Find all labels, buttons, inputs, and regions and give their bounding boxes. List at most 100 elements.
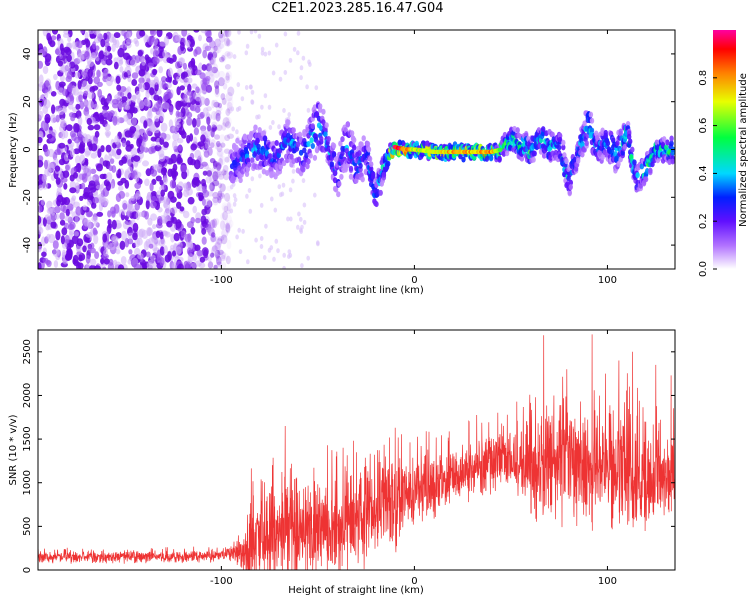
noise-point: [74, 214, 79, 224]
noise-point: [181, 170, 188, 180]
noise-point: [201, 208, 208, 216]
noise-point: [271, 70, 276, 76]
signal-point: [628, 138, 633, 145]
noise-point: [95, 45, 100, 51]
noise-point: [108, 223, 113, 229]
noise-point: [112, 236, 119, 242]
noise-point: [166, 220, 173, 228]
noise-point: [87, 124, 95, 131]
noise-point: [201, 227, 207, 235]
noise-point: [148, 243, 154, 249]
signal-point: [371, 171, 376, 178]
noise-point: [226, 38, 231, 47]
signal-point: [615, 140, 620, 147]
noise-point: [201, 198, 207, 206]
noise-point: [218, 31, 224, 39]
signal-point: [414, 140, 419, 147]
noise-point: [78, 143, 85, 153]
noise-point: [65, 96, 71, 104]
noise-point: [297, 211, 301, 217]
noise-point: [81, 173, 88, 183]
signal-point: [301, 166, 306, 173]
y-tick-label: 20: [22, 95, 33, 108]
noise-point: [281, 182, 286, 188]
noise-point: [63, 197, 71, 206]
noise-point: [263, 51, 268, 57]
noise-point: [202, 77, 210, 86]
noise-point: [62, 88, 68, 97]
noise-point: [217, 249, 224, 255]
noise-point: [270, 196, 274, 202]
noise-point: [232, 54, 237, 60]
noise-point: [145, 35, 150, 43]
noise-point: [138, 229, 144, 239]
noise-point: [69, 187, 77, 194]
noise-point: [165, 77, 172, 83]
noise-point: [205, 63, 212, 72]
noise-point: [102, 233, 108, 243]
noise-point: [56, 186, 62, 195]
noise-point: [50, 221, 57, 229]
noise-point: [134, 182, 142, 189]
noise-point: [67, 223, 75, 231]
noise-point: [200, 30, 208, 34]
noise-point: [203, 142, 209, 151]
noise-point: [38, 184, 44, 191]
signal-point: [310, 123, 315, 130]
noise-point: [130, 105, 135, 114]
noise-point: [225, 222, 233, 229]
noise-point: [217, 196, 222, 204]
y-tick-label: 1500: [22, 426, 33, 451]
noise-point: [195, 117, 201, 128]
signal-point: [291, 127, 296, 134]
signal-point: [244, 171, 250, 177]
noise-point: [205, 176, 212, 184]
noise-point: [69, 174, 75, 182]
noise-point: [123, 72, 128, 78]
noise-point: [134, 174, 140, 183]
noise-point: [225, 121, 231, 129]
noise-point: [119, 66, 124, 73]
noise-point: [126, 210, 132, 218]
noise-point: [190, 159, 196, 166]
noise-point: [220, 254, 226, 262]
noise-point: [180, 230, 186, 238]
signal-point: [309, 137, 314, 144]
noise-point: [227, 133, 234, 139]
noise-point: [227, 74, 232, 81]
noise-point: [255, 114, 259, 120]
noise-point: [192, 253, 197, 262]
noise-point: [222, 204, 229, 213]
noise-point: [64, 253, 72, 261]
noise-point: [267, 50, 272, 56]
noise-point: [77, 116, 83, 126]
noise-point: [71, 195, 77, 201]
noise-point: [83, 218, 89, 227]
noise-point: [89, 176, 96, 182]
noise-point: [38, 102, 42, 111]
noise-point: [212, 160, 217, 170]
noise-point: [175, 34, 182, 42]
noise-point: [186, 134, 191, 144]
noise-point: [225, 72, 230, 81]
noise-point: [203, 249, 209, 259]
noise-point: [130, 196, 135, 201]
noise-point: [84, 106, 89, 112]
noise-point: [50, 131, 56, 141]
noise-point: [100, 258, 105, 265]
noise-point: [204, 204, 210, 211]
noise-point: [44, 113, 51, 124]
noise-point: [152, 164, 157, 170]
noise-point: [211, 232, 216, 238]
noise-point: [213, 264, 218, 269]
noise-point: [215, 162, 222, 171]
signal-point: [312, 154, 318, 161]
noise-point: [200, 134, 206, 143]
noise-point: [125, 42, 132, 49]
noise-point: [273, 207, 278, 213]
noise-point: [114, 39, 120, 49]
noise-point: [117, 168, 122, 179]
noise-point: [282, 252, 287, 258]
signal-point: [381, 171, 387, 178]
noise-point: [199, 96, 206, 106]
